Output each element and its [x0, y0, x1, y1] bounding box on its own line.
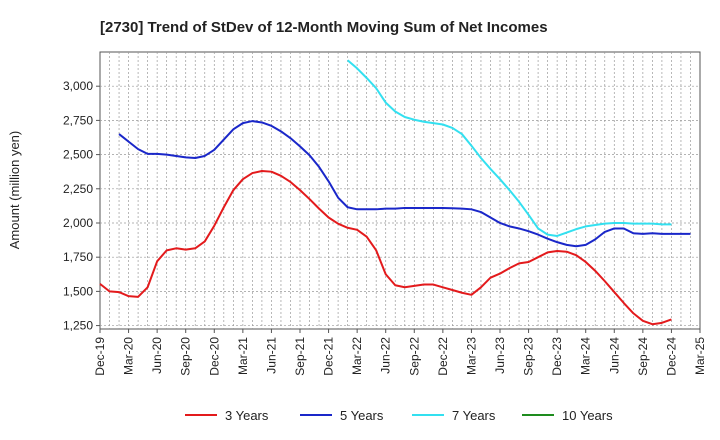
x-tick-label: Mar-20 — [122, 337, 136, 375]
legend-label: 5 Years — [340, 408, 384, 423]
x-tick-label: Mar-25 — [693, 337, 707, 375]
x-tick-label: Dec-19 — [93, 337, 107, 376]
x-tick-label: Sep-23 — [522, 337, 536, 376]
grid-lines — [100, 52, 700, 329]
series-lines — [99, 59, 691, 326]
x-tick-label: Mar-23 — [464, 337, 478, 375]
y-tick-label: 1,500 — [63, 284, 93, 298]
y-tick-label: 2,000 — [63, 216, 93, 230]
x-tick-label: Dec-22 — [436, 337, 450, 376]
x-tick-label: Mar-24 — [579, 337, 593, 375]
x-tick-label: Sep-20 — [179, 337, 193, 376]
series-line-5-years — [118, 120, 691, 248]
x-tick-label: Jun-22 — [379, 337, 393, 374]
legend: 3 Years 5 Years 7 Years 10 Years — [185, 408, 613, 423]
legend-label: 7 Years — [452, 408, 496, 423]
x-tick-label: Dec-23 — [550, 337, 564, 376]
x-tick-label: Sep-22 — [407, 337, 421, 376]
y-tick-label: 1,750 — [63, 250, 93, 264]
y-axis-label: Amount (million yen) — [7, 131, 22, 250]
x-axis-ticks: Dec-19 Mar-20 Jun-20 Sep-20 Dec-20 Mar-21 Jun-… — [93, 329, 707, 376]
x-tick-label: Mar-21 — [236, 337, 250, 375]
x-tick-label: Sep-21 — [293, 337, 307, 376]
x-tick-label: Jun-24 — [607, 337, 621, 374]
y-tick-label: 1,250 — [63, 319, 93, 333]
y-tick-label: 2,500 — [63, 148, 93, 162]
plot-area — [99, 51, 701, 330]
y-tick-label: 3,000 — [63, 79, 93, 93]
series-line-3-years — [99, 170, 672, 326]
x-tick-label: Mar-22 — [350, 337, 364, 375]
x-tick-label: Dec-21 — [322, 337, 336, 376]
y-axis-ticks: 1,250 1,500 1,750 2,000 2,250 2,500 2,750 3,000 — [63, 79, 100, 333]
x-tick-label: Jun-20 — [150, 337, 164, 374]
legend-label: 3 Years — [225, 408, 269, 423]
x-tick-label: Jun-23 — [493, 337, 507, 374]
x-tick-label: Dec-20 — [207, 337, 221, 376]
x-tick-label: Sep-24 — [636, 337, 650, 376]
x-tick-label: Jun-21 — [264, 337, 278, 374]
y-tick-label: 2,750 — [63, 113, 93, 127]
series-line-7-years — [346, 59, 672, 237]
chart-title: [2730] Trend of StDev of 12-Month Moving… — [100, 19, 548, 36]
x-tick-label: Dec-24 — [664, 337, 678, 376]
y-tick-label: 2,250 — [63, 182, 93, 196]
legend-label: 10 Years — [562, 408, 613, 423]
